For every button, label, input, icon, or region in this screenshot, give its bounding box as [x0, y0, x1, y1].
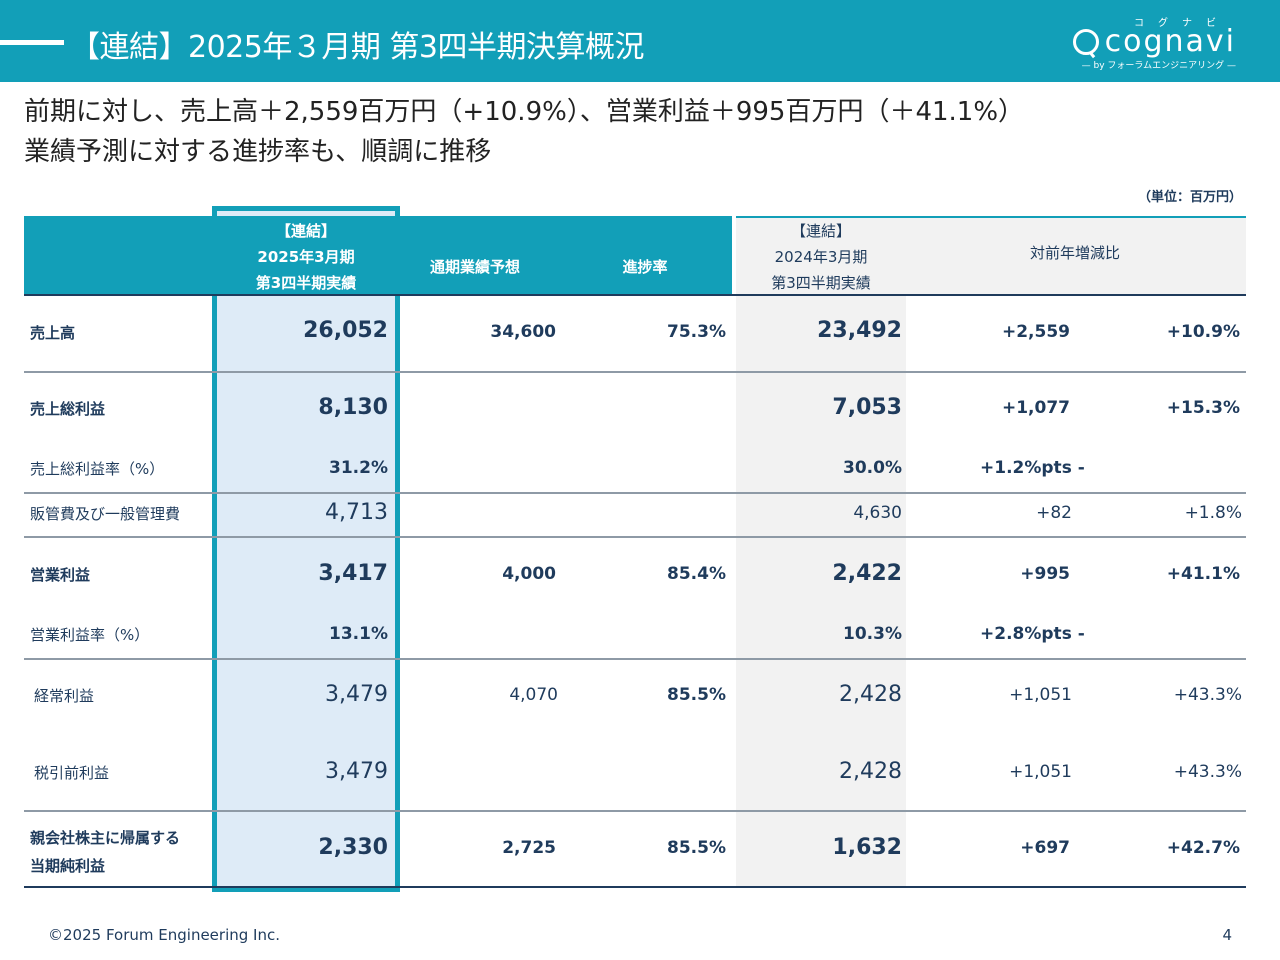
cell-diff: +2.8%pts -	[980, 624, 1085, 644]
current-column-highlight	[212, 206, 400, 892]
title-bar: 【連結】2025年３月期 第3四半期決算概況 コグナビ cognavi — by…	[0, 0, 1280, 82]
cell-diff: +697	[1020, 838, 1070, 858]
cell-diff: +1,077	[1001, 398, 1070, 418]
row-divider	[24, 536, 1246, 538]
cell-pct: +43.3%	[1173, 685, 1242, 705]
summary-text: 前期に対し、売上高＋2,559百万円（+10.9%）、営業利益＋995百万円（＋…	[24, 92, 1024, 172]
header-prev-line2: 2024年3月期	[774, 248, 868, 266]
cell-forecast: 34,600	[490, 322, 556, 342]
cell-current: 13.1%	[329, 624, 388, 644]
cell-forecast: 2,725	[502, 838, 556, 858]
row-label-line1: 親会社株主に帰属する	[30, 829, 181, 847]
page-title: 【連結】2025年３月期 第3四半期決算概況	[70, 30, 644, 65]
row-label-line2: 当期純利益	[30, 857, 106, 875]
header-current-line3: 第3四半期実績	[255, 274, 357, 292]
header-progress: 進捗率	[622, 258, 668, 276]
cell-prev: 2,428	[839, 759, 902, 784]
speech-bubble-icon	[1072, 28, 1099, 55]
header-forecast: 通期業績予想	[429, 258, 520, 276]
unit-label: （単位：百万円）	[1137, 190, 1242, 205]
row-label: 売上総利益率（%）	[30, 460, 165, 478]
cell-diff: +1.2%pts -	[980, 458, 1085, 478]
cell-pct: +10.9%	[1166, 322, 1240, 342]
cell-current: 31.2%	[329, 458, 388, 478]
cell-forecast: 4,070	[509, 685, 558, 705]
header-prev: 【連結】 2024年3月期 第3四半期実績	[736, 218, 906, 296]
logo-wordmark: cognavi	[1072, 24, 1236, 59]
prev-year-column-bg	[736, 296, 906, 888]
header-yoy: 対前年増減比	[1029, 244, 1120, 262]
cell-prev: 10.3%	[843, 624, 902, 644]
cell-prev: 7,053	[832, 395, 902, 420]
cell-progress: 75.3%	[667, 322, 726, 342]
cell-pct: +42.7%	[1166, 838, 1240, 858]
row-label: 経常利益	[34, 687, 95, 705]
cell-current: 3,479	[325, 682, 388, 707]
row-label: 営業利益率（%）	[30, 626, 150, 644]
cell-pct: +15.3%	[1166, 398, 1240, 418]
title-accent-line	[0, 40, 64, 45]
summary-line-1: 前期に対し、売上高＋2,559百万円（+10.9%）、営業利益＋995百万円（＋…	[24, 97, 1025, 127]
row-divider	[24, 492, 1246, 494]
row-divider	[24, 886, 1246, 888]
row-label: 税引前利益	[34, 764, 110, 782]
cell-pct: +41.1%	[1166, 564, 1240, 584]
logo-subtext: — by フォーラムエンジニアリング —	[1081, 61, 1236, 71]
row-divider	[24, 658, 1246, 660]
cell-forecast: 4,000	[502, 564, 556, 584]
cognavi-logo: コグナビ cognavi — by フォーラムエンジニアリング —	[1056, 14, 1236, 74]
cell-pct: +43.3%	[1173, 762, 1242, 782]
logo-word-text: cognavi	[1104, 24, 1236, 59]
logo-kana: コグナビ	[1134, 18, 1230, 29]
header-prev-line1: 【連結】	[790, 222, 851, 240]
row-divider	[24, 810, 1246, 812]
header-current-line2: 2025年3月期	[257, 248, 355, 266]
header-current-line1: 【連結】	[275, 222, 336, 240]
row-label: 営業利益	[30, 566, 91, 584]
row-divider	[24, 371, 1246, 373]
cell-progress: 85.5%	[667, 685, 726, 705]
current-column-header-bg	[217, 216, 395, 296]
cell-pct: +1.8%	[1184, 503, 1242, 523]
summary-line-2: 業績予測に対する進捗率も、順調に推移	[24, 137, 492, 167]
cell-prev: 2,428	[839, 682, 902, 707]
copyright: ©2025 Forum Engineering Inc.	[48, 926, 280, 944]
cell-current: 3,479	[325, 759, 388, 784]
cell-diff: +1,051	[1009, 685, 1072, 705]
header-current: 【連結】 2025年3月期 第3四半期実績	[217, 218, 395, 296]
cell-current: 8,130	[318, 395, 388, 420]
prev-year-header-bg	[736, 216, 1246, 296]
cell-current: 3,417	[318, 561, 388, 586]
cell-current: 26,052	[303, 318, 388, 343]
cell-diff: +82	[1036, 503, 1072, 523]
cell-progress: 85.4%	[667, 564, 726, 584]
cell-progress: 85.5%	[667, 838, 726, 858]
row-label: 売上高	[30, 324, 76, 342]
row-label: 売上総利益	[30, 400, 106, 418]
cell-prev: 4,630	[853, 503, 902, 523]
row-label: 親会社株主に帰属する 当期純利益	[30, 824, 180, 880]
row-divider	[24, 294, 1246, 296]
page-number: 4	[1222, 926, 1232, 944]
cell-diff: +2,559	[1001, 322, 1070, 342]
cell-prev: 30.0%	[843, 458, 902, 478]
cell-current: 4,713	[325, 500, 388, 525]
cell-prev: 1,632	[832, 835, 902, 860]
cell-prev: 2,422	[832, 561, 902, 586]
cell-diff: +995	[1020, 564, 1070, 584]
header-prev-line3: 第3四半期実績	[771, 274, 871, 292]
cell-current: 2,330	[318, 835, 388, 860]
cell-prev: 23,492	[817, 318, 902, 343]
cell-diff: +1,051	[1009, 762, 1072, 782]
row-label: 販管費及び一般管理費	[30, 505, 181, 523]
